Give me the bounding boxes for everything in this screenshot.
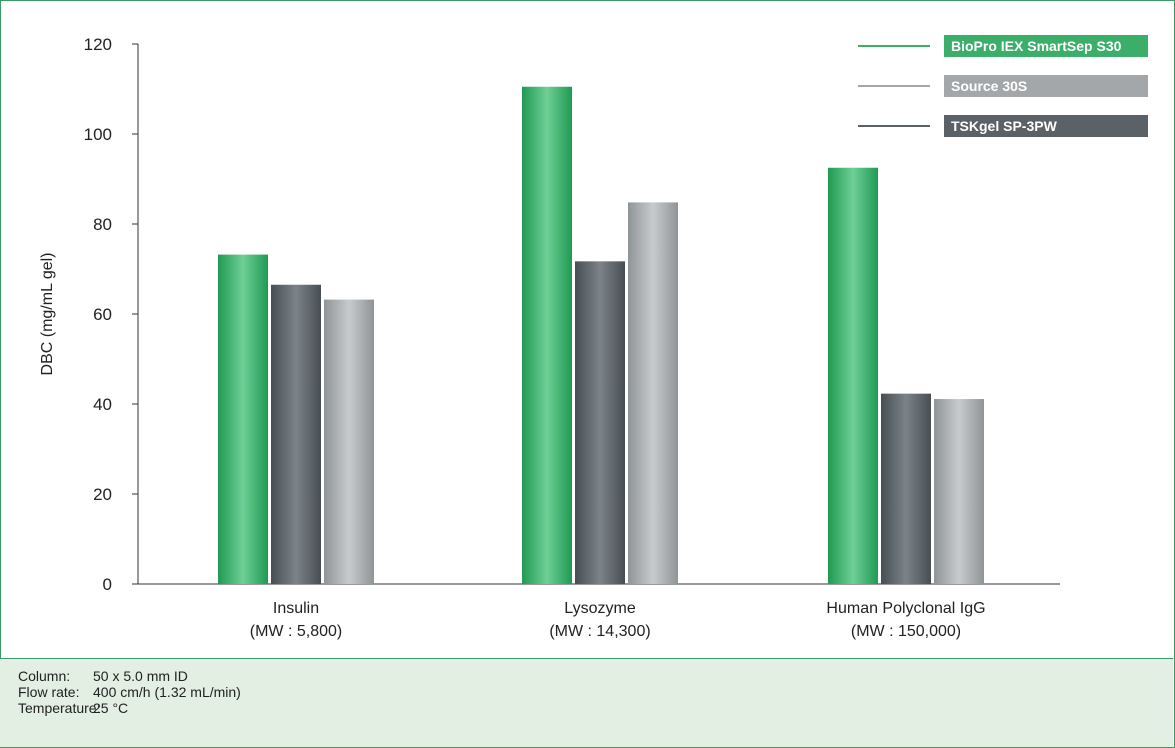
note-label: Temperature: — [18, 700, 101, 716]
x-tick-sublabel: (MW : 150,000) — [851, 623, 961, 640]
note-value: 50 x 5.0 mm ID — [93, 668, 188, 684]
bar — [324, 299, 374, 584]
note-flow-rate: Flow rate: 400 cm/h (1.32 mL/min) — [18, 684, 241, 700]
x-tick-label: Human Polyclonal IgG — [826, 600, 985, 617]
bar — [271, 284, 321, 584]
y-tick-label: 100 — [84, 125, 112, 144]
conditions-panel: Column: 50 x 5.0 mm ID Flow rate: 400 cm/h… — [0, 658, 1173, 747]
legend-label: Source 30S — [951, 78, 1027, 94]
y-tick-label: 20 — [93, 485, 112, 504]
legend: BioPro IEX SmartSep S30 Source 30S TSKgel … — [858, 35, 1148, 137]
bar — [881, 393, 931, 584]
note-value: 25 °C — [93, 700, 129, 716]
bar-chart: DBC (mg/mL gel) 0 20 40 60 80 100 120 Insulin (… — [39, 35, 1148, 640]
legend-box — [944, 35, 1148, 57]
y-tick-label: 0 — [103, 575, 112, 594]
legend-label: TSKgel SP-3PW — [951, 118, 1058, 134]
bar — [934, 399, 984, 584]
note-label: Flow rate: — [18, 684, 80, 700]
bar — [575, 261, 625, 584]
legend-label: BioPro IEX SmartSep S30 — [951, 38, 1122, 54]
note-value: 400 cm/h (1.32 mL/min) — [93, 684, 241, 700]
x-tick-label: Insulin — [273, 600, 319, 617]
y-tick-label: 80 — [93, 215, 112, 234]
y-axis-label: DBC (mg/mL gel) — [39, 253, 56, 376]
bar — [628, 202, 678, 584]
bars — [218, 86, 984, 584]
x-tick-sublabel: (MW : 14,300) — [549, 623, 650, 640]
y-tick-label: 40 — [93, 395, 112, 414]
legend-box — [944, 115, 1148, 137]
x-tick-sublabel: (MW : 5,800) — [250, 623, 342, 640]
note-column: Column: 50 x 5.0 mm ID — [18, 668, 188, 684]
bar — [218, 254, 268, 584]
y-tick-label: 120 — [84, 35, 112, 54]
y-tick-label: 60 — [93, 305, 112, 324]
y-ticks: 0 20 40 60 80 100 120 — [84, 35, 138, 594]
legend-box — [944, 75, 1148, 97]
note-label: Column: — [18, 668, 71, 684]
x-labels: Insulin (MW : 5,800) Lysozyme (MW : 14,300)… — [250, 600, 986, 640]
bar — [828, 167, 878, 584]
note-temperature: Temperature:25 °C — [18, 700, 128, 716]
bar — [522, 86, 572, 584]
x-tick-label: Lysozyme — [564, 600, 636, 617]
